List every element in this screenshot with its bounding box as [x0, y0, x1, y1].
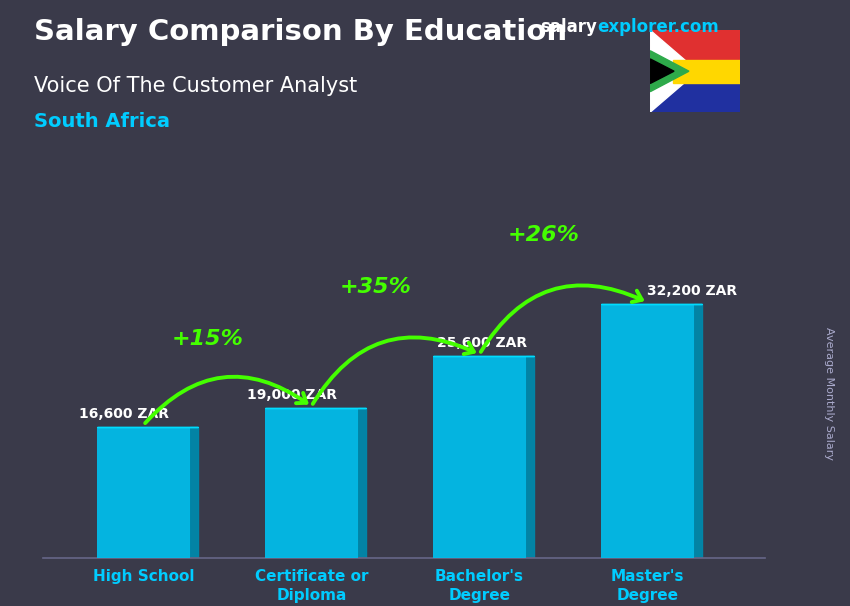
Polygon shape: [672, 60, 740, 82]
Text: 32,200 ZAR: 32,200 ZAR: [648, 284, 738, 298]
Bar: [97, 427, 190, 558]
Text: explorer.com: explorer.com: [598, 18, 719, 36]
Bar: [434, 356, 525, 558]
Polygon shape: [650, 51, 688, 92]
Polygon shape: [650, 72, 698, 112]
Bar: [650, 72, 740, 112]
Bar: [650, 30, 740, 72]
Text: +26%: +26%: [507, 224, 579, 245]
Text: 25,600 ZAR: 25,600 ZAR: [438, 336, 528, 350]
Text: 16,600 ZAR: 16,600 ZAR: [79, 407, 169, 421]
Text: salary: salary: [540, 18, 597, 36]
Text: +35%: +35%: [339, 276, 411, 296]
Text: Salary Comparison By Education: Salary Comparison By Education: [34, 18, 567, 46]
Text: South Africa: South Africa: [34, 112, 170, 131]
Polygon shape: [650, 30, 698, 72]
Polygon shape: [525, 356, 534, 558]
Text: Voice Of The Customer Analyst: Voice Of The Customer Analyst: [34, 76, 357, 96]
Bar: [265, 408, 358, 558]
Polygon shape: [650, 59, 674, 84]
Polygon shape: [190, 427, 198, 558]
Text: 19,000 ZAR: 19,000 ZAR: [247, 388, 337, 402]
Polygon shape: [694, 304, 702, 558]
Text: +15%: +15%: [171, 328, 243, 348]
Text: Average Monthly Salary: Average Monthly Salary: [824, 327, 834, 461]
Bar: [601, 304, 694, 558]
Polygon shape: [358, 408, 366, 558]
